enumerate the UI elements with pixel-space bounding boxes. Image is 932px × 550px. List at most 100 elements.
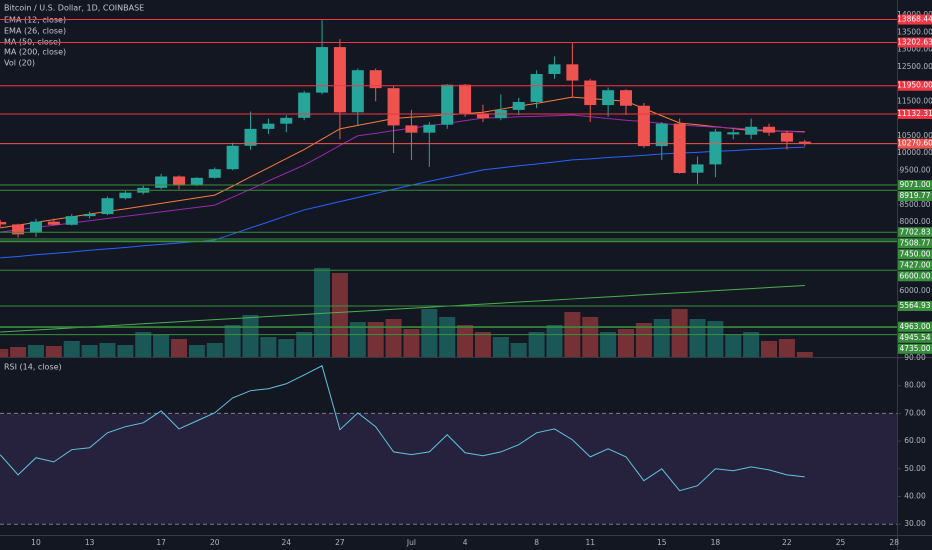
candle-body bbox=[763, 126, 776, 133]
x-tick-label: 15 bbox=[657, 538, 667, 547]
level-label-bg bbox=[898, 321, 932, 332]
x-tick-label: 13 bbox=[85, 538, 95, 547]
indicator-line bbox=[0, 96, 805, 229]
volume-bar bbox=[153, 335, 170, 357]
y-tick-label: 80.00 bbox=[904, 381, 926, 390]
level-label-bg bbox=[898, 271, 932, 282]
candle-body bbox=[316, 47, 329, 93]
candle-body bbox=[441, 84, 454, 125]
volume-bar bbox=[582, 317, 599, 357]
volume-bar bbox=[224, 325, 241, 357]
candle-body bbox=[29, 221, 42, 233]
volume-bar bbox=[761, 341, 778, 357]
x-tick-label: 8 bbox=[534, 538, 539, 547]
x-tick-label: 17 bbox=[156, 538, 166, 547]
level-label-bg bbox=[898, 260, 932, 271]
x-tick-label: 4 bbox=[463, 538, 468, 547]
candle-body bbox=[208, 169, 221, 178]
level-label: 13202.63 bbox=[897, 38, 932, 47]
rsi-line bbox=[0, 365, 805, 492]
candle-body bbox=[691, 164, 704, 173]
candle-body bbox=[655, 123, 668, 147]
volume-bar bbox=[600, 332, 617, 357]
y-tick-label: 30.00 bbox=[904, 519, 926, 528]
candle-body bbox=[476, 113, 489, 119]
candle-body bbox=[584, 80, 597, 106]
x-tick-label: 25 bbox=[836, 538, 846, 547]
legend-entry: MA (50, close) bbox=[4, 38, 61, 47]
candle-body bbox=[190, 177, 203, 185]
y-tick-label: 12500.00 bbox=[897, 62, 932, 71]
level-label-bg bbox=[898, 332, 932, 343]
level-label-bg bbox=[898, 227, 932, 238]
candle-body bbox=[423, 124, 436, 133]
volume-bar bbox=[260, 337, 277, 357]
level-label-bg bbox=[898, 343, 932, 354]
x-tick-label: 28 bbox=[889, 538, 899, 547]
legend-entry: EMA (26, close) bbox=[4, 27, 66, 36]
x-tick-label: 10 bbox=[31, 538, 41, 547]
candle-body bbox=[512, 101, 525, 110]
level-label: 10270.60 bbox=[897, 139, 932, 148]
volume-bar bbox=[671, 309, 688, 357]
candle-body bbox=[47, 221, 60, 225]
y-tick-label: 13000.00 bbox=[897, 45, 932, 54]
volume-bar bbox=[689, 319, 706, 357]
volume-bar bbox=[45, 346, 62, 357]
candle-body bbox=[119, 192, 132, 199]
candle-body bbox=[405, 125, 418, 133]
y-tick-label: 11500.00 bbox=[897, 96, 932, 105]
level-label: 11950.00 bbox=[897, 81, 932, 90]
volume-bar bbox=[492, 337, 509, 357]
y-tick-label: 40.00 bbox=[904, 491, 926, 500]
volume-bar bbox=[242, 315, 259, 357]
x-tick-label: 20 bbox=[210, 538, 220, 547]
candle-body bbox=[226, 145, 239, 170]
y-tick-label: 10000.00 bbox=[897, 148, 932, 157]
level-label-bg bbox=[898, 301, 932, 312]
y-tick-label: 8500.00 bbox=[899, 200, 930, 209]
level-label: 5564.93 bbox=[899, 301, 930, 310]
candle-body bbox=[83, 214, 96, 217]
candle-body bbox=[333, 47, 346, 113]
level-label: 7450.00 bbox=[899, 249, 930, 258]
level-label-bg bbox=[898, 238, 932, 249]
volume-bar bbox=[135, 332, 152, 357]
legend-entry: Vol (20) bbox=[4, 59, 35, 68]
candle-body bbox=[620, 90, 632, 106]
level-label: 4735.00 bbox=[899, 344, 930, 353]
y-tick-label: 8000.00 bbox=[899, 217, 930, 226]
candle-body bbox=[369, 70, 382, 89]
candle-body bbox=[673, 123, 686, 174]
x-tick-label: 18 bbox=[711, 538, 721, 547]
candle-body bbox=[101, 198, 114, 215]
rsi-band bbox=[0, 413, 897, 525]
level-label: 4963.00 bbox=[899, 322, 930, 331]
candle-body bbox=[459, 84, 472, 114]
rsi-title: RSI (14, close) bbox=[4, 363, 62, 372]
candle-body bbox=[244, 128, 257, 146]
volume-bar bbox=[707, 321, 724, 357]
y-tick-label: 90.00 bbox=[904, 353, 926, 362]
volume-bar bbox=[474, 332, 491, 357]
y-tick-label: 9500.00 bbox=[899, 165, 930, 174]
level-label: 4945.54 bbox=[899, 333, 930, 342]
candle-body bbox=[548, 64, 561, 75]
level-label-bg bbox=[898, 191, 932, 202]
candle-body bbox=[280, 117, 293, 124]
level-label-bg bbox=[898, 108, 932, 119]
level-label: 13868.44 bbox=[897, 15, 932, 24]
candle-body bbox=[0, 222, 7, 225]
candle-body bbox=[798, 141, 811, 144]
volume-bar bbox=[421, 309, 438, 357]
candle-body bbox=[780, 132, 793, 142]
volume-bar bbox=[188, 345, 205, 357]
candle-body bbox=[709, 131, 722, 165]
x-tick-label: Jul bbox=[406, 538, 416, 547]
volume-bar bbox=[457, 325, 474, 357]
volume-bar bbox=[81, 345, 98, 357]
indicator-line bbox=[0, 284, 805, 333]
volume-bar bbox=[367, 322, 384, 357]
